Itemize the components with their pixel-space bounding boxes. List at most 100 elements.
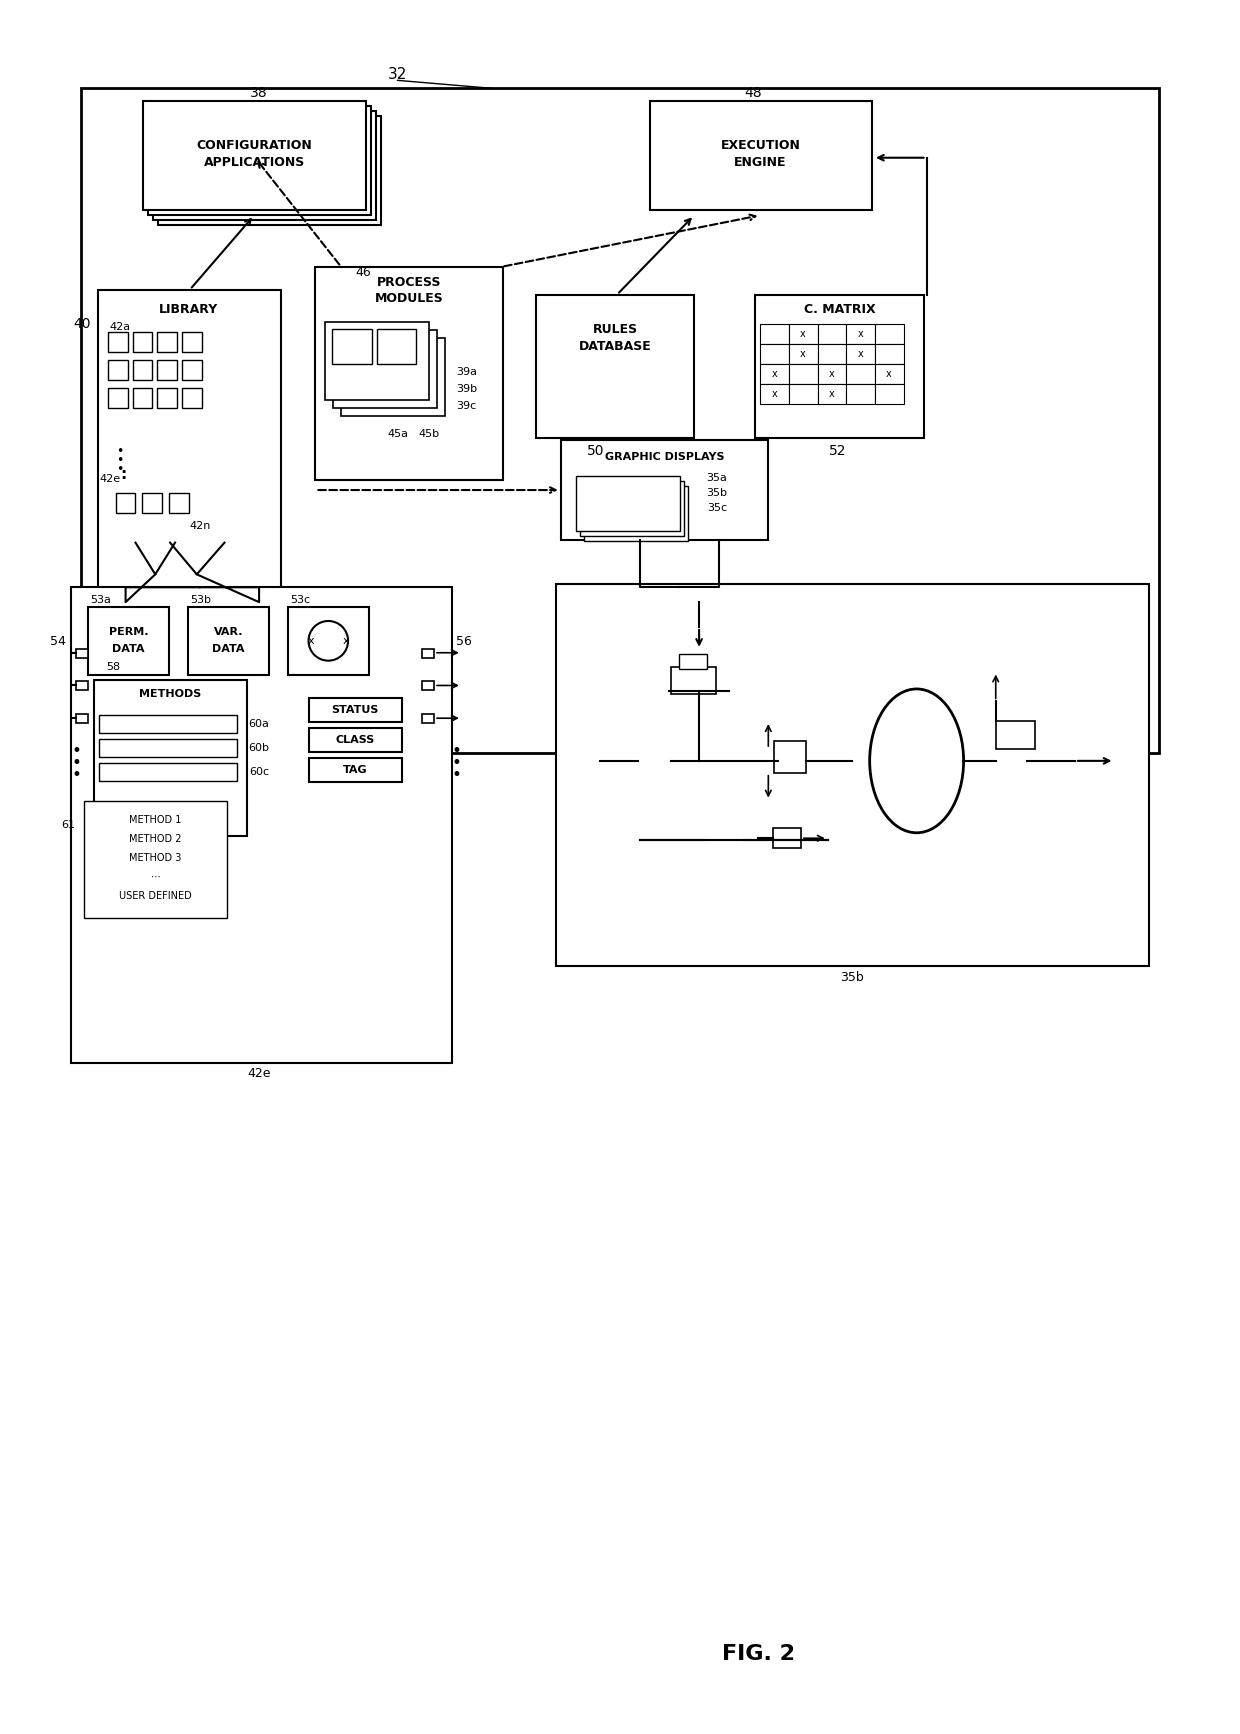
Text: 35a: 35a — [707, 473, 728, 484]
Text: •: • — [71, 766, 81, 784]
Bar — [133, 388, 153, 407]
Text: x: x — [342, 636, 350, 645]
Text: •: • — [117, 463, 123, 475]
Bar — [99, 739, 237, 756]
Bar — [340, 338, 379, 373]
Text: x: x — [308, 636, 314, 645]
Bar — [384, 338, 424, 373]
Text: 35b: 35b — [707, 487, 728, 498]
Polygon shape — [655, 751, 671, 772]
Bar — [133, 333, 153, 352]
Bar — [94, 680, 247, 836]
Polygon shape — [725, 831, 743, 850]
Text: x: x — [857, 349, 863, 359]
Bar — [760, 383, 789, 404]
Bar — [108, 361, 128, 380]
Bar — [789, 383, 817, 404]
Bar — [774, 829, 801, 848]
Bar — [115, 492, 135, 513]
Polygon shape — [993, 751, 1011, 772]
Text: x: x — [887, 369, 892, 380]
Bar — [348, 345, 388, 380]
Text: EXECUTION: EXECUTION — [720, 139, 800, 153]
Text: •: • — [451, 766, 461, 784]
Bar — [84, 801, 227, 917]
Text: •: • — [71, 754, 81, 772]
Text: x: x — [828, 369, 835, 380]
Text: 39b: 39b — [456, 383, 477, 394]
Bar — [108, 333, 128, 352]
Bar — [341, 338, 445, 416]
Text: METHOD 1: METHOD 1 — [129, 815, 181, 825]
Text: 40: 40 — [73, 317, 91, 331]
Bar — [99, 714, 237, 733]
Text: ⋯: ⋯ — [150, 872, 160, 883]
Bar — [423, 649, 434, 657]
Bar — [98, 290, 280, 593]
Bar — [817, 364, 847, 383]
Bar — [755, 295, 924, 439]
Bar — [182, 361, 202, 380]
Bar — [789, 364, 817, 383]
Bar — [847, 383, 875, 404]
Bar — [157, 333, 177, 352]
Text: STATUS: STATUS — [331, 706, 378, 714]
Text: 53c: 53c — [290, 595, 311, 605]
Text: LIBRARY: LIBRARY — [159, 303, 218, 316]
Bar — [315, 267, 503, 480]
Text: METHOD 2: METHOD 2 — [129, 834, 181, 844]
Bar — [875, 324, 904, 345]
Text: x: x — [800, 349, 806, 359]
Text: 35c: 35c — [707, 503, 727, 513]
Bar — [536, 295, 694, 439]
Bar — [789, 324, 817, 345]
Text: ENGINE: ENGINE — [734, 156, 786, 170]
Text: PROCESS: PROCESS — [377, 276, 441, 290]
Text: APPLICATIONS: APPLICATIONS — [203, 156, 305, 170]
Text: RULES: RULES — [593, 323, 637, 336]
Text: TAG: TAG — [342, 765, 367, 775]
Bar — [325, 323, 429, 401]
Text: 60c: 60c — [249, 766, 269, 777]
Text: :: : — [120, 466, 126, 482]
Text: CLASS: CLASS — [335, 735, 374, 746]
Bar — [188, 607, 269, 675]
Text: 54: 54 — [51, 635, 66, 649]
Bar — [423, 714, 434, 723]
Bar — [88, 607, 169, 675]
Text: CONFIGURATION: CONFIGURATION — [196, 139, 312, 153]
Bar — [423, 681, 434, 690]
Text: x: x — [857, 329, 863, 340]
Text: •: • — [71, 742, 81, 759]
Text: 39c: 39c — [456, 401, 477, 411]
Bar — [133, 361, 153, 380]
Text: 38: 38 — [250, 87, 268, 101]
Text: 35b: 35b — [841, 971, 864, 983]
Text: 50: 50 — [587, 444, 604, 458]
Bar — [577, 477, 681, 531]
Bar — [817, 345, 847, 364]
Bar — [817, 383, 847, 404]
Bar — [560, 440, 769, 539]
Polygon shape — [709, 831, 725, 850]
Text: x: x — [828, 388, 835, 399]
Text: VAR.: VAR. — [213, 628, 243, 636]
Text: 52: 52 — [828, 444, 846, 458]
Bar — [76, 649, 88, 657]
Bar — [875, 364, 904, 383]
Text: 48: 48 — [745, 87, 763, 101]
Text: 58: 58 — [107, 662, 120, 671]
Bar — [650, 101, 872, 210]
Bar — [847, 364, 875, 383]
Text: 45b: 45b — [419, 428, 440, 439]
Bar — [157, 388, 177, 407]
Bar — [774, 740, 806, 773]
Bar — [309, 758, 403, 782]
Bar — [169, 492, 188, 513]
Text: 42n: 42n — [188, 520, 211, 531]
Bar — [143, 492, 162, 513]
Text: 53b: 53b — [190, 595, 211, 605]
Bar — [377, 329, 417, 364]
Text: 60a: 60a — [249, 720, 269, 730]
Text: METHODS: METHODS — [139, 690, 201, 699]
